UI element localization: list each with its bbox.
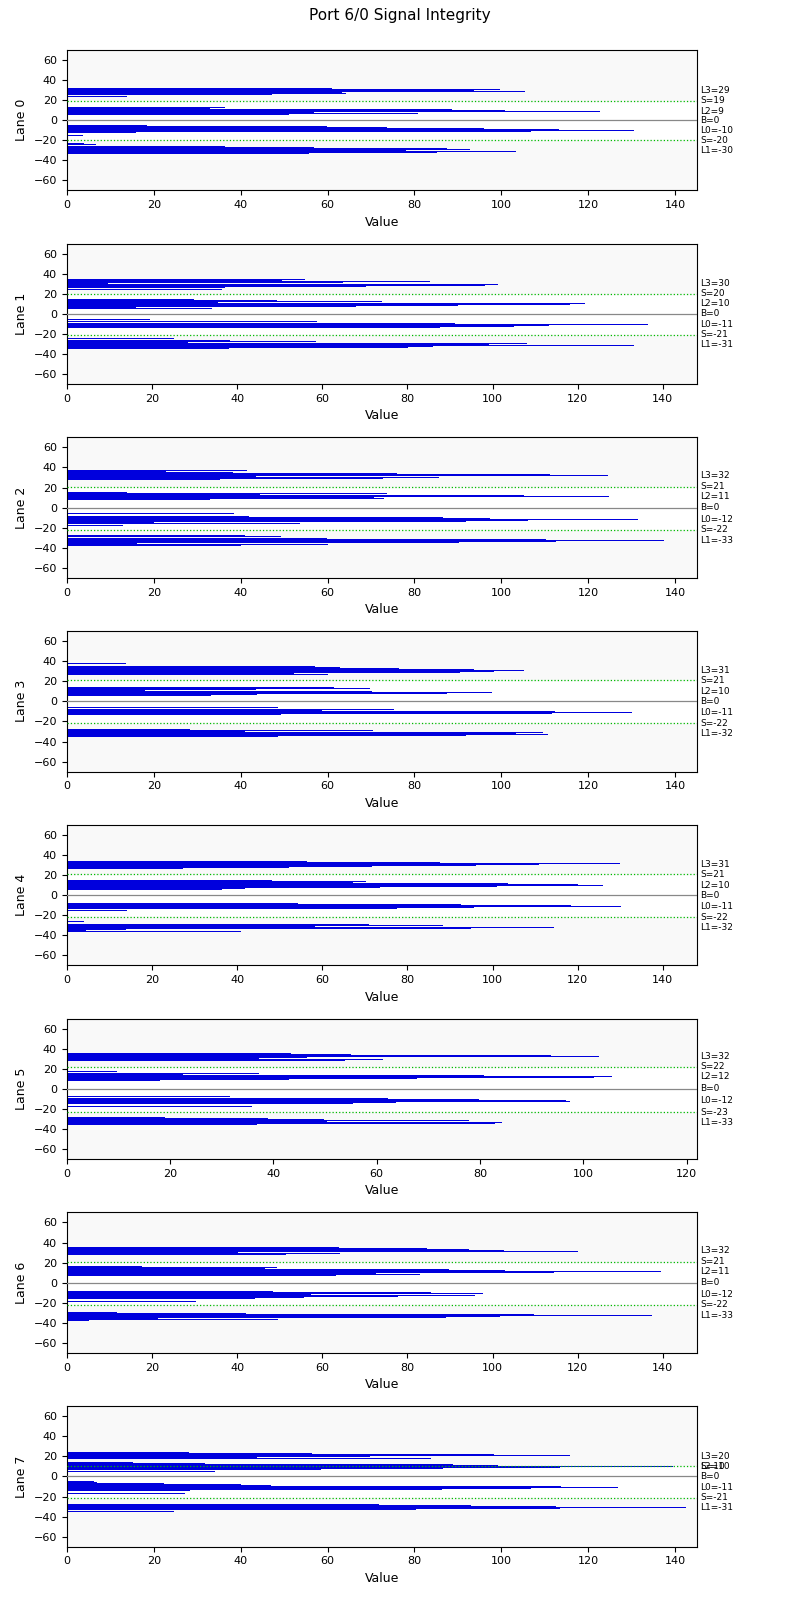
Bar xyxy=(66,437,697,486)
Text: B=0: B=0 xyxy=(700,115,719,125)
Text: Port 6/0 Signal Integrity: Port 6/0 Signal Integrity xyxy=(309,8,491,22)
Text: L2=11: L2=11 xyxy=(700,1267,730,1277)
Text: L0=-10: L0=-10 xyxy=(700,125,733,134)
Y-axis label: Lane 2: Lane 2 xyxy=(15,486,28,528)
X-axis label: Value: Value xyxy=(365,797,399,810)
Text: L1=-31: L1=-31 xyxy=(700,1502,733,1512)
Text: S=-22: S=-22 xyxy=(700,525,728,534)
Bar xyxy=(66,530,697,578)
Text: S=22: S=22 xyxy=(700,1062,725,1072)
Bar xyxy=(66,826,697,874)
Text: L2=11: L2=11 xyxy=(700,493,730,501)
Bar xyxy=(66,1112,697,1158)
X-axis label: Value: Value xyxy=(365,1378,399,1392)
Y-axis label: Lane 6: Lane 6 xyxy=(15,1261,28,1304)
Bar xyxy=(66,1213,697,1262)
Bar xyxy=(66,630,697,680)
Y-axis label: Lane 0: Lane 0 xyxy=(15,99,28,141)
Text: B=0: B=0 xyxy=(700,698,719,706)
X-axis label: Value: Value xyxy=(365,410,399,422)
Bar xyxy=(66,723,697,771)
Text: S=-22: S=-22 xyxy=(700,718,728,728)
Text: B=0: B=0 xyxy=(700,309,719,318)
Text: L0=-12: L0=-12 xyxy=(700,1096,733,1106)
Text: L0=-11: L0=-11 xyxy=(700,320,733,330)
Text: L3=20: L3=20 xyxy=(700,1451,730,1461)
Text: L2=12: L2=12 xyxy=(700,1072,730,1082)
Text: L0=-11: L0=-11 xyxy=(700,707,733,717)
Text: L1=-33: L1=-33 xyxy=(700,536,733,546)
X-axis label: Value: Value xyxy=(365,1571,399,1586)
Text: L0=-12: L0=-12 xyxy=(700,515,733,525)
X-axis label: Value: Value xyxy=(365,603,399,616)
Bar xyxy=(66,1406,697,1467)
Text: L1=-30: L1=-30 xyxy=(700,146,733,155)
Text: L0=-12: L0=-12 xyxy=(700,1290,733,1299)
Text: L0=-11: L0=-11 xyxy=(700,902,733,910)
Text: L1=-33: L1=-33 xyxy=(700,1117,733,1126)
Text: S=21: S=21 xyxy=(700,869,725,878)
Text: L3=32: L3=32 xyxy=(700,1246,730,1254)
Text: B=0: B=0 xyxy=(700,1278,719,1286)
Bar xyxy=(66,334,697,384)
X-axis label: Value: Value xyxy=(365,1184,399,1197)
Y-axis label: Lane 7: Lane 7 xyxy=(15,1456,28,1498)
Bar xyxy=(66,50,697,101)
Bar xyxy=(66,1019,697,1067)
Bar xyxy=(66,1498,697,1547)
Bar xyxy=(66,243,697,294)
Text: S=20: S=20 xyxy=(700,290,725,298)
Text: L2=10: L2=10 xyxy=(700,1462,730,1470)
Text: S=10: S=10 xyxy=(700,1462,725,1470)
Text: L3=31: L3=31 xyxy=(700,859,730,869)
Text: S=-23: S=-23 xyxy=(700,1107,728,1117)
Y-axis label: Lane 4: Lane 4 xyxy=(15,874,28,917)
Text: L3=29: L3=29 xyxy=(700,86,730,96)
Text: B=0: B=0 xyxy=(700,502,719,512)
Text: S=-21: S=-21 xyxy=(700,330,728,339)
Text: L3=32: L3=32 xyxy=(700,470,730,480)
Text: L3=31: L3=31 xyxy=(700,666,730,675)
Text: S=21: S=21 xyxy=(700,482,725,491)
Y-axis label: Lane 5: Lane 5 xyxy=(15,1067,28,1110)
Text: L2=10: L2=10 xyxy=(700,299,730,309)
Text: L2=10: L2=10 xyxy=(700,686,730,696)
Text: S=-20: S=-20 xyxy=(700,136,728,144)
X-axis label: Value: Value xyxy=(365,990,399,1003)
Text: S=21: S=21 xyxy=(700,1258,725,1266)
Text: L2=10: L2=10 xyxy=(700,880,730,890)
Text: L2=9: L2=9 xyxy=(700,107,724,115)
Text: B=0: B=0 xyxy=(700,1472,719,1482)
Text: L3=30: L3=30 xyxy=(700,280,730,288)
Text: S=-22: S=-22 xyxy=(700,912,728,922)
Text: L3=32: L3=32 xyxy=(700,1053,730,1061)
Text: S=19: S=19 xyxy=(700,96,725,106)
Text: L1=-33: L1=-33 xyxy=(700,1312,733,1320)
Bar xyxy=(66,141,697,190)
Y-axis label: Lane 3: Lane 3 xyxy=(15,680,28,723)
Text: L1=-32: L1=-32 xyxy=(700,923,733,931)
Text: L1=-31: L1=-31 xyxy=(700,341,733,349)
Text: S=-22: S=-22 xyxy=(700,1301,728,1309)
Text: S=-21: S=-21 xyxy=(700,1493,728,1502)
X-axis label: Value: Value xyxy=(365,216,399,229)
Bar xyxy=(66,917,697,965)
Text: B=0: B=0 xyxy=(700,1085,719,1093)
Bar xyxy=(66,1304,697,1354)
Text: B=0: B=0 xyxy=(700,891,719,899)
Y-axis label: Lane 1: Lane 1 xyxy=(15,293,28,334)
Text: S=21: S=21 xyxy=(700,675,725,685)
Text: L0=-11: L0=-11 xyxy=(700,1483,733,1493)
Text: L1=-32: L1=-32 xyxy=(700,730,733,738)
